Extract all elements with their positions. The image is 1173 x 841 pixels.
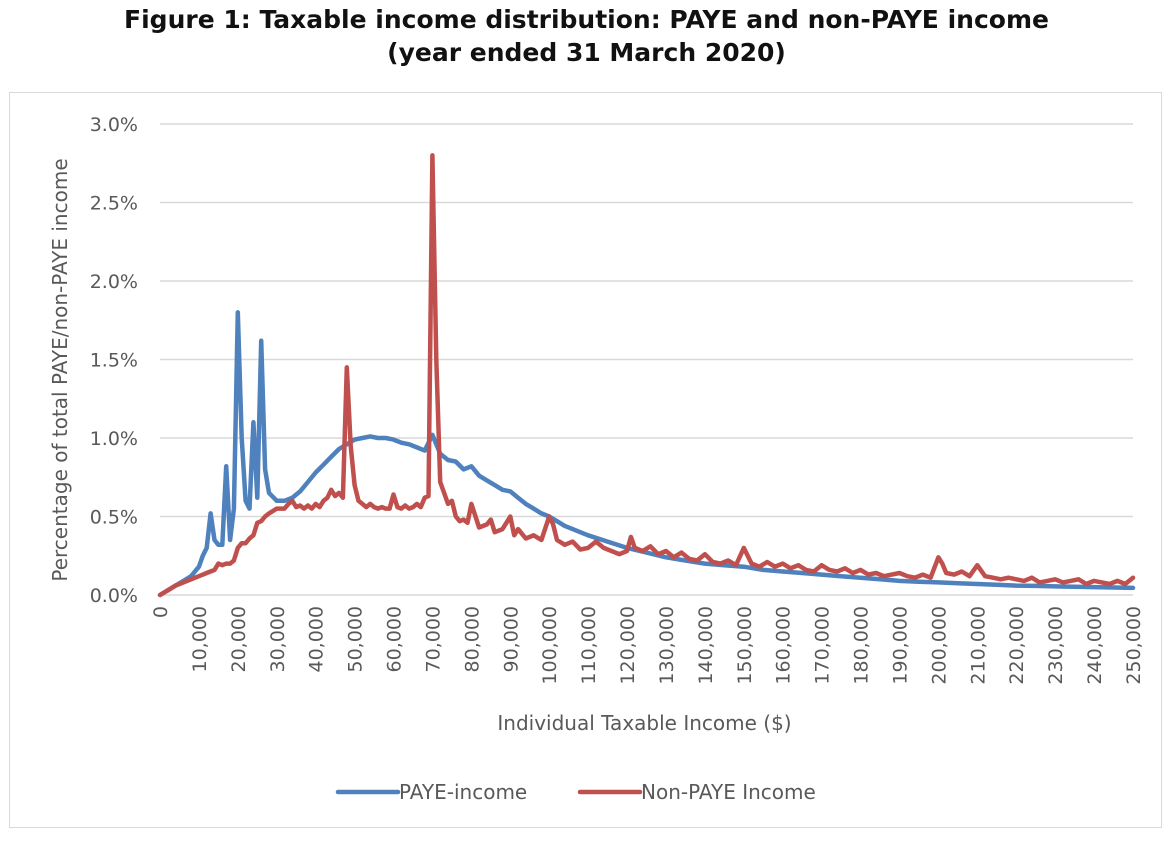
y-tick-label: 3.0% — [90, 114, 138, 136]
x-tick-label: 120,000 — [617, 606, 639, 685]
x-tick-label: 10,000 — [189, 606, 211, 672]
y-tick-label: 1.0% — [90, 428, 138, 450]
x-tick-label: 90,000 — [500, 606, 522, 672]
x-tick-label: 20,000 — [228, 606, 250, 672]
x-tick-label: 190,000 — [889, 606, 911, 685]
x-tick-label: 210,000 — [967, 606, 989, 685]
x-tick-label: 200,000 — [928, 606, 950, 685]
x-tick-label: 180,000 — [851, 606, 873, 685]
x-tick-label: 130,000 — [656, 606, 678, 685]
chart-frame — [9, 92, 1162, 828]
y-tick-label: 2.0% — [90, 271, 138, 293]
gridlines — [160, 123, 1133, 596]
y-tick-label: 2.5% — [90, 193, 138, 215]
x-tick-label: 170,000 — [812, 606, 834, 685]
y-tick-label: 0.5% — [90, 507, 138, 529]
x-tick-label: 150,000 — [734, 606, 756, 685]
legend-label: PAYE-income — [399, 780, 527, 804]
x-tick-label: 50,000 — [345, 606, 367, 672]
chart-title-line-1: Figure 1: Taxable income distribution: P… — [124, 5, 1049, 34]
x-tick-label: 250,000 — [1123, 606, 1145, 685]
legend: PAYE-income Non-PAYE Income — [335, 780, 816, 804]
y-axis-ticks: 0.0% 0.5% 1.0% 1.5% 2.0% 2.5% 3.0% — [90, 114, 138, 607]
chart-title: Figure 1: Taxable income distribution: P… — [0, 3, 1173, 69]
x-tick-label: 100,000 — [539, 606, 561, 685]
x-tick-label: 140,000 — [695, 606, 717, 685]
x-tick-label: 110,000 — [578, 606, 600, 685]
chart-title-line-2: (year ended 31 March 2020) — [387, 38, 786, 67]
series-lines — [157, 153, 1136, 598]
x-tick-label: 160,000 — [773, 606, 795, 685]
x-tick-label: 70,000 — [422, 606, 444, 672]
x-tick-label: 240,000 — [1084, 606, 1106, 685]
x-tick-label: 40,000 — [306, 606, 328, 672]
series-line-non-paye-income — [157, 153, 1136, 598]
x-axis-ticks: 0 10,000 20,000 30,000 40,000 50,000 60,000 70,… — [150, 606, 1145, 685]
x-tick-label: 60,000 — [384, 606, 406, 672]
x-tick-label: 80,000 — [461, 606, 483, 672]
y-axis-title: Percentage of total PAYE/non-PAYE income — [48, 158, 72, 581]
legend-label: Non-PAYE Income — [641, 780, 816, 804]
y-tick-label: 1.5% — [90, 350, 138, 372]
x-tick-label: 230,000 — [1045, 606, 1067, 685]
x-tick-label: 0 — [150, 606, 172, 618]
series-line-paye-income — [157, 310, 1136, 598]
y-tick-label: 0.0% — [90, 585, 138, 607]
x-axis-title: Individual Taxable Income ($) — [497, 711, 791, 735]
x-tick-label: 30,000 — [267, 606, 289, 672]
x-tick-label: 220,000 — [1006, 606, 1028, 685]
